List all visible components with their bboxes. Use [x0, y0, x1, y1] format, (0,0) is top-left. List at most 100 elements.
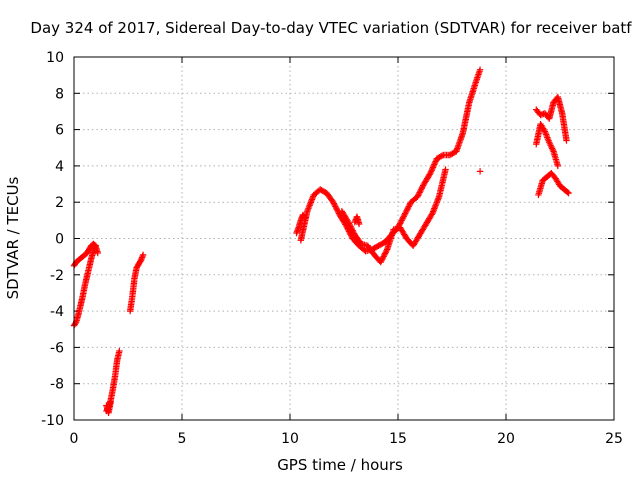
data-point	[432, 158, 439, 165]
data-point	[347, 223, 354, 230]
data-point	[379, 254, 387, 262]
data-point	[92, 242, 99, 249]
y-tick-label: 2	[55, 195, 64, 211]
data-point	[377, 258, 384, 266]
data-point	[383, 247, 390, 255]
data-point	[350, 228, 357, 236]
data-point	[476, 66, 484, 73]
grid-lines	[74, 57, 614, 420]
data-point	[355, 220, 363, 228]
data-point	[332, 203, 339, 210]
data-point	[431, 159, 439, 167]
data-point	[397, 218, 405, 226]
data-point	[331, 201, 338, 209]
data-point	[417, 187, 424, 195]
data-point	[416, 189, 423, 196]
data-point	[442, 166, 449, 173]
x-axis-label: GPS time / hours	[277, 456, 403, 474]
data-point	[537, 111, 544, 119]
data-point	[414, 192, 422, 199]
y-tick-label: -10	[41, 413, 64, 429]
data-point	[402, 210, 409, 217]
data-point	[554, 162, 562, 170]
data-point	[398, 217, 405, 224]
data-point	[381, 251, 388, 259]
data-point	[330, 199, 337, 206]
data-point	[330, 200, 338, 207]
data-point	[403, 207, 410, 214]
data-point	[344, 217, 351, 225]
data-point	[402, 208, 410, 216]
data-point	[419, 183, 426, 191]
data-point	[348, 226, 356, 233]
x-tick-label: 5	[178, 431, 187, 447]
data-point	[332, 204, 340, 212]
data-point	[564, 189, 571, 196]
data-point	[378, 257, 385, 264]
data-point	[400, 213, 407, 220]
data-point	[396, 221, 403, 228]
data-point	[476, 168, 484, 175]
data-point	[563, 137, 570, 144]
y-tick-labels: -10 -8 -6 -4 -2 0 2 4 6 8 10	[41, 50, 64, 429]
x-tick-label: 10	[281, 431, 299, 447]
data-point	[399, 215, 406, 223]
data-point	[417, 186, 425, 193]
data-point	[431, 161, 438, 168]
data-point	[549, 146, 556, 154]
data-point	[428, 167, 435, 174]
data-point	[107, 398, 114, 406]
data-point	[401, 211, 408, 219]
data-point	[404, 206, 411, 213]
data-point	[399, 214, 407, 221]
data-point	[378, 256, 386, 263]
data-point	[404, 204, 412, 212]
data-point	[429, 164, 437, 171]
x-tick-label: 20	[497, 431, 515, 447]
x-tick-label: 25	[605, 431, 623, 447]
data-point	[547, 142, 554, 149]
data-point	[139, 251, 147, 259]
data-point	[405, 203, 412, 210]
data-point	[116, 347, 123, 355]
data-point	[426, 171, 433, 178]
plot-frame	[73, 56, 615, 421]
data-point	[380, 253, 387, 260]
data-point	[346, 221, 353, 229]
data-points	[70, 66, 572, 416]
y-axis-label: SDTVAR / TECUs	[4, 176, 22, 299]
data-point	[415, 190, 423, 198]
x-tick-labels: 0 5 10 15 20 25	[70, 431, 623, 447]
chart-title: Day 324 of 2017, Sidereal Day-to-day VTE…	[30, 19, 632, 37]
data-point	[429, 165, 436, 173]
data-point	[546, 140, 554, 148]
x-tick-label: 0	[70, 431, 79, 447]
data-point	[345, 218, 352, 226]
data-point	[382, 249, 389, 256]
data-point	[427, 169, 434, 177]
y-tick-label: -8	[50, 377, 64, 393]
data-point	[334, 207, 341, 214]
y-tick-label: 0	[55, 232, 64, 248]
data-point	[540, 126, 548, 134]
x-tick-label: 15	[389, 431, 407, 447]
y-tick-label: -6	[50, 340, 64, 356]
data-point	[418, 185, 425, 192]
data-point	[348, 224, 355, 232]
data-point	[548, 143, 555, 151]
data-point	[345, 220, 353, 227]
data-point	[381, 250, 389, 257]
y-tick-label: -4	[50, 304, 64, 320]
data-point	[546, 139, 553, 146]
data-point	[428, 211, 435, 218]
data-point	[548, 145, 556, 152]
y-tick-label: -2	[50, 268, 64, 284]
data-point	[333, 206, 340, 213]
y-tick-label: 4	[55, 159, 64, 175]
y-tick-label: 6	[55, 123, 64, 139]
data-point	[438, 152, 446, 159]
data-point	[420, 182, 427, 189]
y-tick-label: 10	[46, 50, 64, 66]
data-point	[349, 227, 356, 234]
